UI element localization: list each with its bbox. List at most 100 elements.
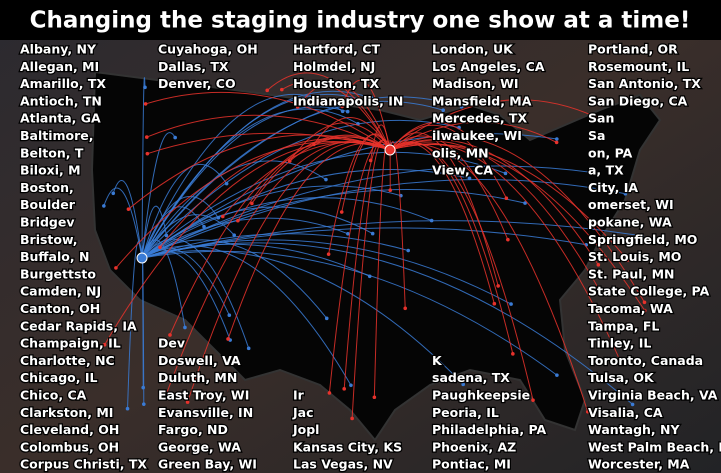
route — [281, 80, 391, 151]
city-name: pokane, WA — [588, 215, 672, 230]
city-name: Hartford, CT — [293, 42, 380, 57]
city-name: Los Angeles, CA — [432, 59, 545, 74]
route — [389, 132, 499, 287]
city-name: Clarkston, MI — [20, 405, 113, 420]
city-name: Cleveland, OH — [20, 422, 119, 437]
city-list: Albany, NY Allegan, MI Amarillo, TX Antioch… — [19, 40, 721, 473]
city-name: Pontiac, MI — [432, 457, 511, 472]
route-end — [168, 333, 172, 337]
city-name: Colombus, OH — [20, 439, 119, 454]
route-end — [141, 385, 146, 390]
route-end — [143, 85, 147, 90]
city-name: View, CA — [432, 163, 493, 178]
city-name: Worcester, MA — [588, 457, 690, 472]
city-name: London, UK — [432, 42, 514, 57]
route-end — [618, 359, 623, 363]
route — [128, 134, 391, 210]
route-end — [350, 416, 354, 421]
route-end — [327, 391, 332, 395]
route-end — [326, 252, 331, 256]
city-name: Phoenix, AZ — [432, 439, 516, 454]
route-end — [349, 383, 353, 388]
route-end — [246, 346, 251, 351]
city-name: Camden, NJ — [20, 284, 101, 299]
route-end — [295, 105, 300, 109]
route-end — [623, 191, 628, 196]
route — [103, 187, 143, 259]
city-name: Bridgev — [20, 215, 75, 230]
route-end — [555, 373, 559, 377]
city-name: olis, MN — [432, 145, 489, 160]
route — [115, 141, 391, 269]
route-end — [158, 245, 162, 250]
route-end — [102, 204, 106, 208]
city-name: Champaign, IL — [20, 336, 121, 351]
city-name: East Troy, WI — [158, 388, 249, 403]
city-name: Tampa, FL — [588, 318, 659, 333]
route-end — [111, 191, 116, 196]
route-end — [224, 181, 229, 186]
route — [141, 119, 460, 259]
city-name: Allegan, MI — [20, 59, 99, 74]
route-end — [342, 387, 347, 391]
route-end — [597, 287, 602, 292]
route — [313, 117, 391, 151]
route-end — [164, 392, 168, 397]
city-name: Cedar Rapids, IA — [20, 318, 137, 333]
city-name: Dallas, TX — [158, 59, 229, 74]
city-name: Dev — [158, 336, 185, 351]
route-end — [503, 171, 508, 176]
city-name: Holmdel, NJ — [293, 59, 375, 74]
route-end — [324, 316, 329, 321]
route-end — [509, 302, 513, 306]
route-end — [183, 325, 187, 330]
route-end — [640, 234, 644, 238]
route-end — [585, 409, 590, 414]
route-end — [145, 151, 150, 156]
route-end — [511, 352, 515, 356]
city-name: Fargo, ND — [158, 422, 228, 437]
route-end — [232, 233, 236, 237]
route — [141, 179, 626, 259]
route-end — [324, 177, 328, 182]
route-end — [345, 109, 350, 114]
route — [389, 141, 406, 309]
city-name: Madison, WI — [432, 76, 519, 91]
route-end — [441, 108, 446, 113]
route-end — [265, 88, 270, 93]
route-end — [226, 337, 230, 341]
route-end — [126, 207, 131, 211]
route — [141, 250, 558, 376]
route — [141, 245, 352, 386]
routes — [102, 72, 647, 421]
city-name: Philadelphia, PA — [432, 422, 546, 437]
city-name: Cuyahoga, OH — [158, 42, 258, 57]
city-name: St. Paul, MN — [588, 266, 675, 281]
route — [141, 197, 432, 259]
city-name: Albany, NY — [20, 42, 97, 57]
city-name: State College, PA — [588, 284, 710, 299]
route-end — [642, 300, 647, 305]
route-end — [250, 201, 254, 206]
city-name: Tulsa, OK — [588, 370, 655, 385]
route — [328, 141, 391, 393]
route — [169, 136, 391, 336]
route-end — [369, 96, 374, 101]
route-end — [630, 402, 635, 407]
route-end — [504, 196, 509, 201]
route — [389, 135, 645, 303]
city-name: Virginia Beach, VA — [588, 388, 718, 403]
city-name: Rosemount, IL — [588, 59, 689, 74]
route — [145, 91, 391, 151]
city-name: Sa — [588, 128, 605, 143]
route-end — [346, 231, 350, 236]
city-name: Bristow, — [20, 232, 77, 247]
city-name: Duluth, MN — [158, 370, 237, 385]
route — [141, 100, 444, 259]
route-end — [339, 210, 344, 214]
route — [389, 142, 621, 362]
route-end — [227, 313, 232, 317]
route-end — [403, 306, 408, 311]
hub — [384, 144, 396, 156]
